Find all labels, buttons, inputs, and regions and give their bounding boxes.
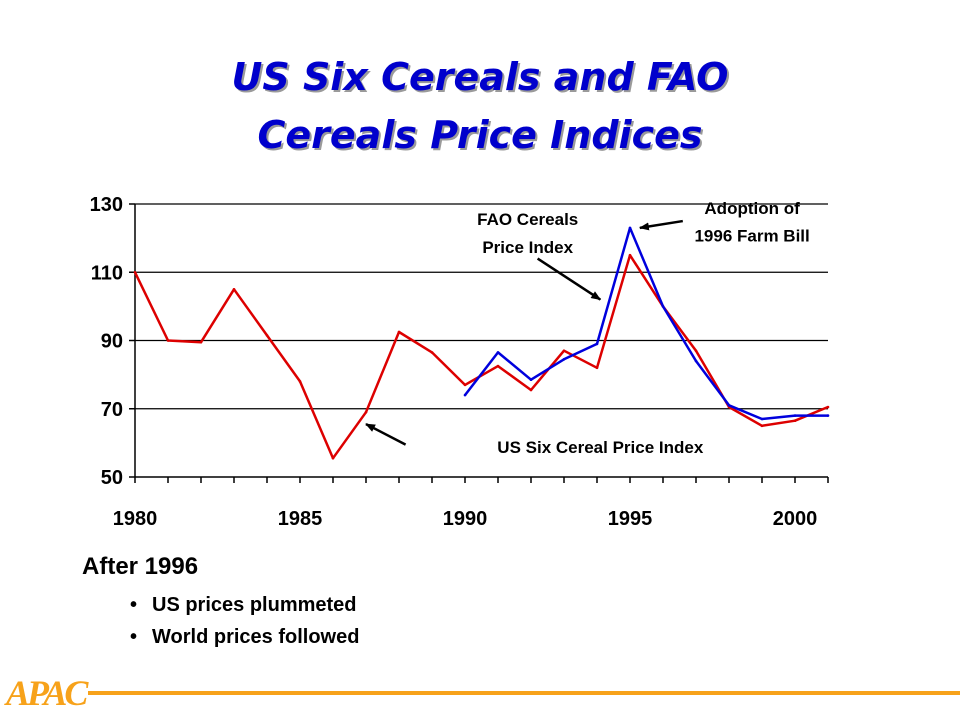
y-tick-label-110: 110 bbox=[91, 262, 123, 284]
annotation-arrow-farm-bill bbox=[638, 219, 683, 231]
data-point-us-1999 bbox=[760, 424, 764, 428]
data-point-fao-1990 bbox=[463, 393, 467, 397]
data-point-fao-1994 bbox=[595, 342, 599, 346]
x-tick-label-2000: 2000 bbox=[773, 508, 818, 530]
series-line-fao bbox=[464, 226, 828, 421]
annotation-arrow-us bbox=[365, 422, 407, 446]
data-point-us-1993 bbox=[562, 349, 566, 353]
data-point-us-1990 bbox=[463, 383, 467, 387]
y-tick-label-130: 130 bbox=[90, 194, 123, 216]
data-point-us-1983 bbox=[232, 288, 236, 291]
data-point-us-1981 bbox=[166, 339, 170, 342]
data-point-fao-1995 bbox=[628, 226, 632, 230]
y-tick-label-70: 70 bbox=[101, 399, 123, 421]
data-point-fao-1997 bbox=[694, 359, 698, 363]
y-tick-label-50: 50 bbox=[101, 467, 123, 489]
gridlines bbox=[135, 203, 828, 410]
y-tick-label-90: 90 bbox=[101, 331, 123, 353]
annotation-farm-bill-line-2: 1996 Farm Bill bbox=[694, 227, 809, 246]
data-point-us-2001 bbox=[826, 405, 830, 409]
data-point-us-1980 bbox=[133, 270, 137, 274]
data-point-fao-1992 bbox=[529, 378, 533, 382]
bullet-item: US prices plummeted bbox=[130, 589, 359, 621]
bullet-item: World prices followed bbox=[130, 621, 359, 653]
data-point-fao-1991 bbox=[496, 351, 500, 354]
data-point-fao-1999 bbox=[760, 417, 764, 421]
x-tick-label-1995: 1995 bbox=[608, 508, 653, 530]
annotation-fao-line-1: FAO Cereals bbox=[477, 210, 578, 229]
axes: 50 70 90 110 130 1980 1985 1990 1995 2000 bbox=[90, 194, 829, 530]
price-index-chart: 50 70 90 110 130 1980 1985 1990 1995 2000 FAO Cer… bbox=[90, 194, 830, 530]
data-point-fao-2001 bbox=[826, 414, 830, 417]
x-tick-label-1990: 1990 bbox=[443, 508, 488, 530]
series-line-us bbox=[133, 253, 829, 460]
annotations: FAO Cereals Price Index Adoption of 1996 Fa… bbox=[365, 199, 810, 457]
annotation-us-line-1: US Six Cereal Price Index bbox=[497, 438, 704, 457]
data-point-us-1994 bbox=[595, 366, 599, 370]
data-point-fao-1996 bbox=[661, 305, 665, 308]
annotation-fao-line-2: Price Index bbox=[482, 238, 573, 257]
data-point-fao-1998 bbox=[727, 404, 731, 407]
data-point-us-1987 bbox=[364, 410, 368, 414]
footer-rule bbox=[88, 691, 960, 695]
data-point-us-1989 bbox=[430, 351, 434, 354]
data-point-us-1991 bbox=[496, 364, 500, 368]
annotation-farm-bill-line-1: Adoption of bbox=[704, 199, 800, 218]
slide-title: US Six Cereals and FAO Cereals Price Ind… bbox=[0, 48, 960, 164]
title-line-1: US Six Cereals and FAO bbox=[231, 55, 729, 99]
data-point-us-1986 bbox=[331, 456, 335, 460]
data-point-fao-1993 bbox=[562, 357, 566, 361]
data-point-us-1984 bbox=[265, 334, 269, 337]
data-point-us-1982 bbox=[199, 340, 203, 344]
series-layer bbox=[133, 226, 830, 460]
title-line-2: Cereals Price Indices bbox=[257, 113, 703, 157]
data-point-fao-2000 bbox=[793, 414, 797, 417]
data-point-us-1992 bbox=[529, 388, 533, 392]
notes: After 1996 US prices plummeted World pri… bbox=[82, 553, 359, 653]
data-point-us-1997 bbox=[694, 349, 698, 353]
data-point-us-1985 bbox=[298, 380, 302, 383]
data-point-us-2000 bbox=[793, 419, 797, 422]
data-point-us-1995 bbox=[628, 253, 632, 257]
bullet-list: US prices plummeted World prices followe… bbox=[82, 589, 359, 653]
x-tick-label-1980: 1980 bbox=[113, 508, 158, 530]
apac-logo: APAC bbox=[6, 673, 88, 713]
x-tick-label-1985: 1985 bbox=[278, 508, 323, 530]
data-point-us-1988 bbox=[397, 330, 401, 334]
notes-heading: After 1996 bbox=[82, 553, 199, 580]
annotation-arrow-fao bbox=[536, 257, 602, 301]
